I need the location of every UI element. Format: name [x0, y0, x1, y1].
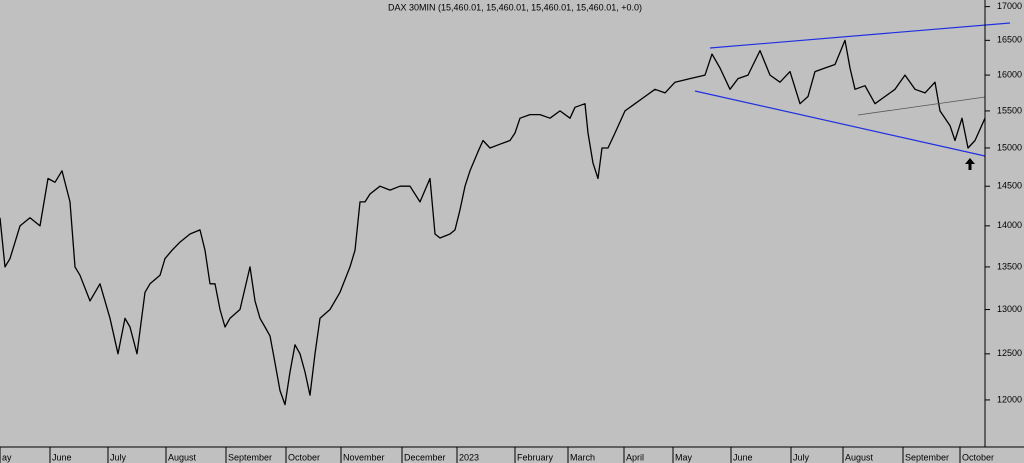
x-tick-label: April	[626, 452, 644, 462]
arrow-marker	[965, 158, 975, 170]
trend-line-lower	[694, 90, 986, 157]
x-tick-label: October	[962, 452, 994, 462]
x-tick-label: February	[517, 452, 554, 462]
y-tick-label: 12000	[997, 394, 1022, 404]
y-tick-label: 13500	[997, 261, 1022, 271]
price-line	[0, 39, 986, 406]
x-tick-label: September	[228, 452, 272, 462]
y-tick-label: 16000	[997, 69, 1022, 79]
x-tick-label: December	[404, 452, 446, 462]
x-tick-label: September	[905, 452, 949, 462]
x-tick-label: May	[675, 452, 693, 462]
x-tick-label: ay	[2, 452, 12, 462]
y-tick-label: 13000	[997, 304, 1022, 314]
y-tick-label: 14500	[997, 181, 1022, 191]
x-tick-label: July	[110, 452, 127, 462]
plot-area	[0, 39, 986, 406]
y-tick-label: 14000	[997, 220, 1022, 230]
y-tick-label: 16500	[997, 35, 1022, 45]
x-tick-label: June	[52, 452, 72, 462]
y-tick-label: 15000	[997, 142, 1022, 152]
y-tick-label: 15500	[997, 105, 1022, 115]
x-tick-label: August	[168, 452, 197, 462]
y-tick-label: 17000	[997, 1, 1022, 11]
x-tick-label: October	[288, 452, 320, 462]
x-tick-label: March	[570, 452, 595, 462]
chart-title: DAX 30MIN (15,460.01, 15,460.01, 15,460.…	[388, 2, 642, 12]
x-tick-label: August	[845, 452, 874, 462]
x-tick-label: July	[793, 452, 810, 462]
x-tick-label: 2023	[459, 452, 479, 462]
x-tick-label: June	[733, 452, 753, 462]
trend-line-mid	[857, 96, 986, 116]
trend-line-upper	[709, 22, 1011, 49]
x-tick-label: November	[343, 452, 385, 462]
y-tick-label: 12500	[997, 348, 1022, 358]
